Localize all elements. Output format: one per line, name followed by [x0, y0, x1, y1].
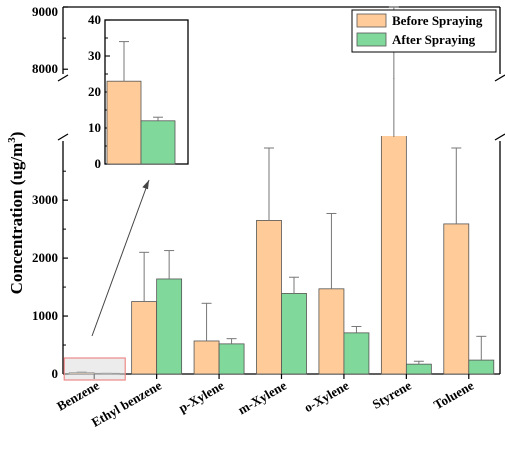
- x-category-label: o-Xylene: [301, 377, 351, 415]
- inset-tick-label: 30: [88, 48, 101, 63]
- bar-after-6: [468, 359, 495, 375]
- bar-after-3: [281, 293, 307, 375]
- y-tick-label: 1000: [32, 308, 58, 323]
- x-category-label: Styrene: [370, 377, 414, 411]
- zoom-arrow-head: [142, 180, 149, 190]
- bar-after-1: [156, 278, 183, 375]
- zoom-indicator: [63, 179, 150, 381]
- left-break-mark-1: [57, 74, 69, 82]
- left-break-mark-2: [57, 133, 69, 141]
- zoom-highlight-box: [63, 357, 126, 381]
- zoom-arrow-line: [91, 179, 150, 337]
- bar-after-4: [343, 332, 370, 375]
- y-axis-label: Concentration (ug/m3): [6, 132, 26, 295]
- bar-after-2: [218, 343, 245, 375]
- bar-before-4: [318, 288, 345, 375]
- inset-tick-label: 40: [88, 12, 101, 27]
- inset-tick-label: 0: [95, 156, 102, 171]
- right-break-mark-2: [494, 133, 505, 141]
- y-axis: 0 1000 2000 3000 8000 9000: [32, 4, 68, 381]
- y-tick-label: 0: [52, 366, 59, 381]
- y-tick-label: 3000: [32, 192, 58, 207]
- x-category-label: Toluene: [431, 377, 476, 412]
- right-break-mark-1: [494, 74, 505, 82]
- x-category-label: p-Xylene: [176, 378, 227, 416]
- y-tick-label: 8000: [32, 61, 58, 76]
- inset-tick-label: 20: [88, 84, 101, 99]
- x-category-label: Ethyl benzene: [89, 377, 165, 429]
- inset-chart: 0 10 20 30 40: [88, 12, 189, 171]
- inset-bar-before: [106, 80, 142, 165]
- inset-tick-label: 10: [88, 120, 101, 135]
- x-category-label: Benzene: [54, 377, 102, 413]
- bar-after-5: [405, 363, 432, 375]
- bar-before-2: [193, 340, 220, 375]
- bars: [68, 6, 495, 375]
- legend-swatch: [356, 13, 387, 28]
- y-tick-label: 9000: [32, 4, 58, 19]
- bar-before-6: [443, 223, 470, 375]
- inset-bar-after: [140, 120, 176, 165]
- legend-swatch: [356, 32, 387, 47]
- legend: Before Spraying After Spraying: [351, 9, 497, 53]
- legend-label: Before Spraying: [392, 13, 483, 28]
- bar-before-3: [256, 220, 282, 375]
- bar-before-1: [131, 301, 158, 375]
- x-category-label: m-Xylene: [235, 377, 289, 417]
- legend-label: After Spraying: [392, 32, 476, 47]
- y-tick-label: 2000: [32, 250, 58, 265]
